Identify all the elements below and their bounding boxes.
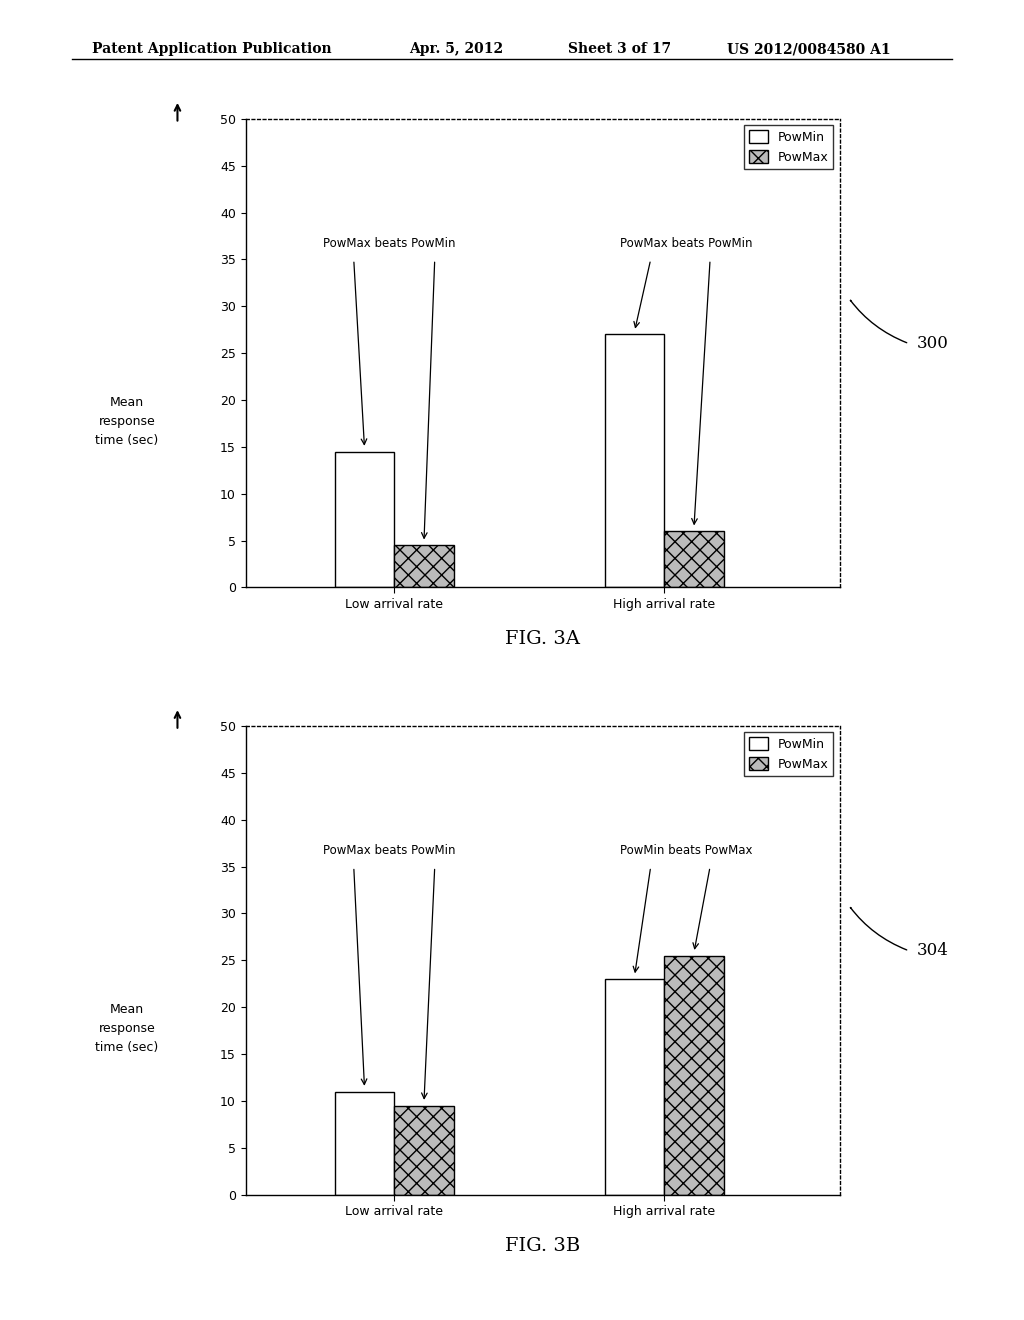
Text: 300: 300 bbox=[916, 335, 948, 352]
Bar bbox=[605, 334, 665, 587]
Y-axis label: Mean
response
time (sec): Mean response time (sec) bbox=[95, 396, 159, 446]
Legend: PowMin, PowMax: PowMin, PowMax bbox=[743, 125, 834, 169]
Bar bbox=[665, 956, 724, 1195]
Text: PowMin beats PowMax: PowMin beats PowMax bbox=[620, 845, 752, 857]
Legend: PowMin, PowMax: PowMin, PowMax bbox=[743, 733, 834, 776]
Text: PowMax beats PowMin: PowMax beats PowMin bbox=[323, 238, 455, 249]
Text: Apr. 5, 2012: Apr. 5, 2012 bbox=[410, 42, 504, 57]
Bar bbox=[394, 545, 454, 587]
Text: Sheet 3 of 17: Sheet 3 of 17 bbox=[568, 42, 672, 57]
Text: US 2012/0084580 A1: US 2012/0084580 A1 bbox=[727, 42, 891, 57]
Bar bbox=[335, 1092, 394, 1195]
Text: FIG. 3B: FIG. 3B bbox=[505, 1237, 581, 1255]
Text: 304: 304 bbox=[916, 942, 948, 960]
Text: Patent Application Publication: Patent Application Publication bbox=[92, 42, 332, 57]
Text: PowMax beats PowMin: PowMax beats PowMin bbox=[323, 845, 455, 857]
Bar bbox=[605, 979, 665, 1195]
Text: FIG. 3A: FIG. 3A bbox=[505, 630, 581, 648]
Bar bbox=[665, 531, 724, 587]
Y-axis label: Mean
response
time (sec): Mean response time (sec) bbox=[95, 1003, 159, 1053]
Text: PowMax beats PowMin: PowMax beats PowMin bbox=[620, 238, 752, 249]
Bar bbox=[394, 1106, 454, 1195]
Bar bbox=[335, 451, 394, 587]
